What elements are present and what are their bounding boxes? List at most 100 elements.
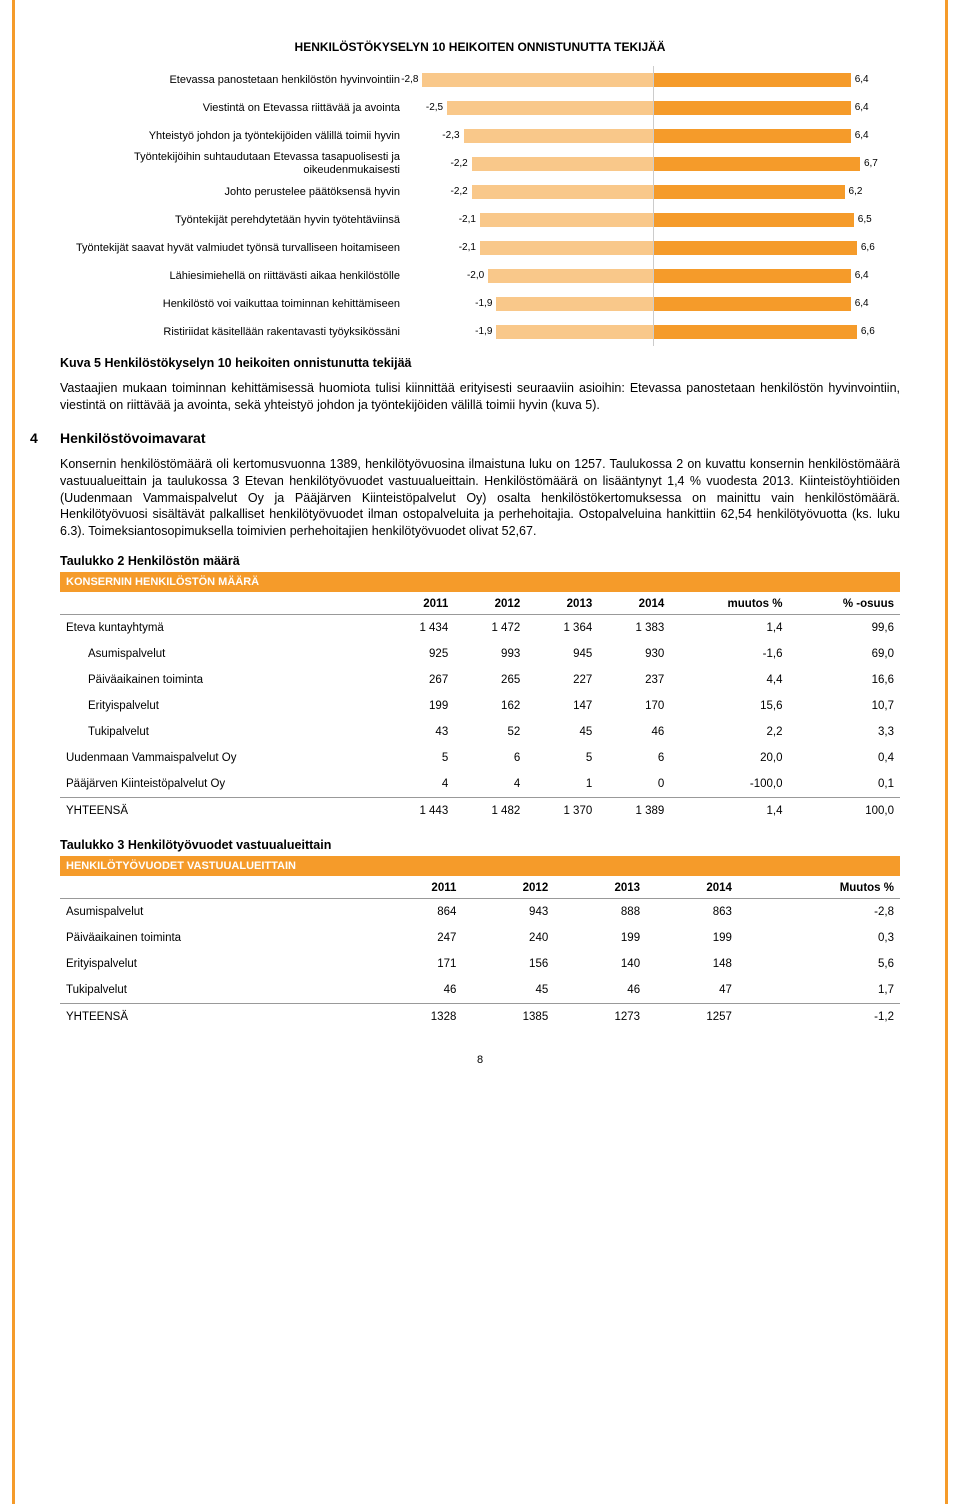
positive-value: 6,6 — [861, 325, 875, 339]
table-cell: Pääjärven Kiinteistöpalvelut Oy — [60, 771, 382, 798]
table-cell: 4 — [382, 771, 454, 798]
paragraph-1: Vastaajien mukaan toiminnan kehittämises… — [60, 380, 900, 414]
table-row: Päiväaikainen toiminta2472401991990,3 — [60, 925, 900, 951]
chart-row: Etevassa panostetaan henkilöstön hyvinvo… — [60, 66, 900, 94]
column-header: 2014 — [598, 592, 670, 615]
chart-row-label: Työntekijöihin suhtaudutaan Etevassa tas… — [60, 151, 406, 176]
table-row: Päiväaikainen toiminta2672652272374,416,… — [60, 667, 900, 693]
table-cell: 15,6 — [670, 693, 788, 719]
chart-row: Työntekijät perehdytetään hyvin työtehtä… — [60, 206, 900, 234]
positive-value: 6,7 — [864, 157, 878, 171]
positive-value: 6,4 — [855, 129, 869, 143]
chart-row: Yhteistyö johdon ja työntekijöiden välil… — [60, 122, 900, 150]
table-cell: 199 — [646, 925, 738, 951]
table-cell: 240 — [462, 925, 554, 951]
table-cell: 993 — [454, 641, 526, 667]
positive-bar — [654, 297, 851, 311]
chart-row-bars: -2,56,4 — [406, 94, 900, 122]
table-header: HENKILÖTYÖVUODET VASTUUALUEITTAIN — [60, 856, 900, 876]
table-3: HENKILÖTYÖVUODET VASTUUALUEITTAIN2011201… — [60, 856, 900, 1030]
negative-bar — [464, 129, 653, 143]
table-cell: 43 — [382, 719, 454, 745]
chart-row-label: Ristiriidat käsitellään rakentavasti työ… — [60, 326, 406, 339]
negative-bar — [480, 241, 653, 255]
table-cell: 147 — [526, 693, 598, 719]
paragraph-2: Konsernin henkilöstömäärä oli kertomusvu… — [60, 456, 900, 540]
table-cell: 1 — [526, 771, 598, 798]
table-cell: 5 — [526, 745, 598, 771]
column-header: 2013 — [526, 592, 598, 615]
table-cell: 46 — [598, 719, 670, 745]
table-cell: 1 364 — [526, 615, 598, 642]
column-header: 2011 — [382, 592, 454, 615]
table-cell: 5,6 — [738, 951, 900, 977]
table-row: Uudenmaan Vammaispalvelut Oy565620,00,4 — [60, 745, 900, 771]
table-cell: YHTEENSÄ — [60, 1004, 371, 1031]
chart-row-label: Johto perustelee päätöksensä hyvin — [60, 186, 406, 199]
table-cell: 1 472 — [454, 615, 526, 642]
table-cell: 171 — [371, 951, 463, 977]
negative-value: -2,8 — [401, 73, 418, 87]
chart-row: Työntekijöihin suhtaudutaan Etevassa tas… — [60, 150, 900, 178]
table-cell: 100,0 — [789, 798, 901, 825]
chart-row-label: Työntekijät perehdytetään hyvin työtehtä… — [60, 214, 406, 227]
table-cell: 0,3 — [738, 925, 900, 951]
table-cell: 925 — [382, 641, 454, 667]
table-cell: Erityispalvelut — [60, 693, 382, 719]
chart-row: Työntekijät saavat hyvät valmiudet työns… — [60, 234, 900, 262]
negative-value: -2,1 — [459, 241, 476, 255]
table-cell: 943 — [462, 899, 554, 926]
table-cell: 45 — [526, 719, 598, 745]
positive-value: 6,4 — [855, 101, 869, 115]
negative-bar — [496, 297, 652, 311]
table-cell: -100,0 — [670, 771, 788, 798]
positive-bar — [654, 213, 854, 227]
table-cell: 863 — [646, 899, 738, 926]
table-cell: 4 — [454, 771, 526, 798]
table-cell: 45 — [462, 977, 554, 1004]
column-header: 2013 — [554, 876, 646, 899]
table-cell: 1 443 — [382, 798, 454, 825]
table-cell: 265 — [454, 667, 526, 693]
chart-row-bars: -2,16,5 — [406, 206, 900, 234]
table-row: Tukipalvelut464546471,7 — [60, 977, 900, 1004]
chart-row-bars: -2,26,2 — [406, 178, 900, 206]
table-cell: 1328 — [371, 1004, 463, 1031]
table-cell: 162 — [454, 693, 526, 719]
positive-bar — [654, 73, 851, 87]
negative-bar — [496, 325, 652, 339]
table-cell: Tukipalvelut — [60, 977, 371, 1004]
chart-row: Lähiesimiehellä on riittävästi aikaa hen… — [60, 262, 900, 290]
table-cell: 2,2 — [670, 719, 788, 745]
table-cell: 47 — [646, 977, 738, 1004]
table-cell: Tukipalvelut — [60, 719, 382, 745]
column-header: 2011 — [371, 876, 463, 899]
column-header — [60, 876, 371, 899]
chart-row-bars: -2,26,7 — [406, 150, 900, 178]
negative-bar — [480, 213, 653, 227]
page-number: 8 — [60, 1054, 900, 1066]
table2-title: Taulukko 2 Henkilöstön määrä — [60, 554, 900, 568]
chart-row: Johto perustelee päätöksensä hyvin-2,26,… — [60, 178, 900, 206]
chart-row-label: Lähiesimiehellä on riittävästi aikaa hen… — [60, 270, 406, 283]
table-column-row: 2011201220132014muutos %% -osuus — [60, 592, 900, 615]
positive-bar — [654, 185, 845, 199]
negative-bar — [422, 73, 652, 87]
positive-value: 6,4 — [855, 269, 869, 283]
chart-row-label: Viestintä on Etevassa riittävää ja avoin… — [60, 102, 406, 115]
chart-row-bars: -1,96,6 — [406, 318, 900, 346]
table-cell: 1,4 — [670, 798, 788, 825]
table-cell: 3,3 — [789, 719, 901, 745]
table-cell: 1385 — [462, 1004, 554, 1031]
table-cell: 1,7 — [738, 977, 900, 1004]
negative-value: -2,1 — [459, 213, 476, 227]
table-cell: -1,6 — [670, 641, 788, 667]
column-header: 2012 — [462, 876, 554, 899]
positive-bar — [654, 269, 851, 283]
chart-row-bars: -2,3 6,4 — [406, 122, 900, 150]
table-cell: 0,1 — [789, 771, 901, 798]
table-cell: 237 — [598, 667, 670, 693]
negative-value: -2,3 — [442, 129, 459, 143]
section-number: 4 — [30, 430, 60, 446]
negative-bar — [472, 185, 653, 199]
